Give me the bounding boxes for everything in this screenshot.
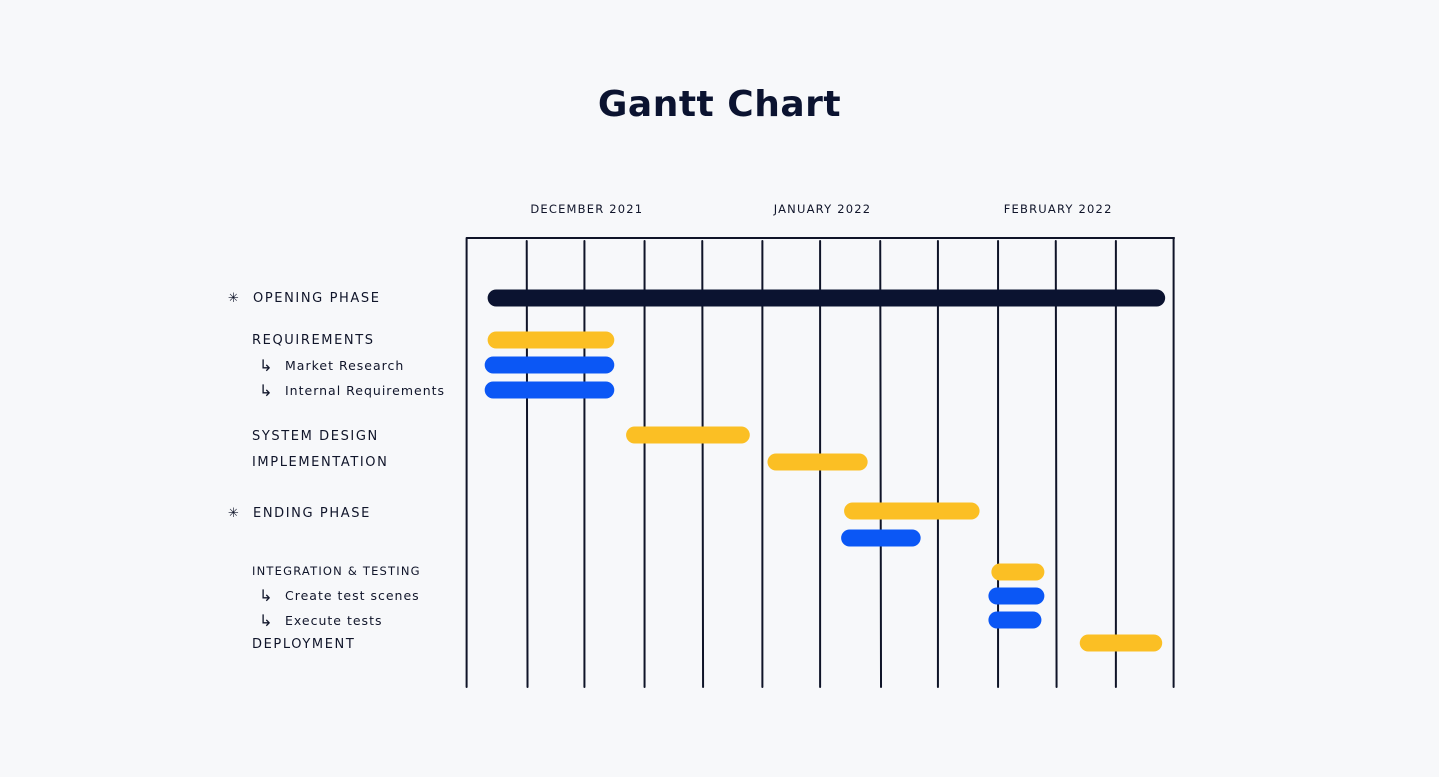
subtask-bar [988, 587, 1045, 605]
arrow-icon: ↳ [259, 356, 273, 375]
subtask-bar [988, 611, 1042, 629]
task-bar [626, 426, 750, 444]
grid-line [701, 240, 705, 688]
subtask-label-create-test-scenes: Create test scenes [285, 588, 420, 603]
phase-bar [487, 289, 1166, 307]
month-label-february-2022: FEBRUARY 2022 [1004, 202, 1113, 216]
grid-line [1054, 240, 1058, 688]
subtask-bar [484, 356, 615, 374]
subtask-label-market-research: Market Research [285, 358, 404, 373]
arrow-icon: ↳ [259, 586, 273, 605]
grid-line [879, 240, 883, 688]
task-label-implementation: IMPLEMENTATION [252, 455, 388, 470]
task-bar [487, 331, 615, 349]
grid-line [525, 240, 529, 688]
subtask-bar [841, 529, 921, 547]
task-label-system-design: SYSTEM DESIGN [252, 429, 379, 444]
arrow-icon: ↳ [259, 381, 273, 400]
page-title: Gantt Chart [597, 84, 842, 125]
task-bar [991, 563, 1045, 581]
task-bar [767, 453, 868, 471]
phase-label-ending-phase: ENDING PHASE [253, 506, 371, 521]
task-label-integration-testing: INTEGRATION & TESTING [252, 564, 421, 578]
asterisk-icon: ✳ [228, 506, 241, 521]
task-label-deployment: DEPLOYMENT [252, 637, 355, 652]
task-bar [844, 502, 980, 520]
month-label-december-2021: DECEMBER 2021 [530, 202, 643, 216]
phase-label-opening-phase: OPENING PHASE [253, 291, 381, 306]
subtask-bar [484, 381, 615, 399]
month-label-january-2022: JANUARY 2022 [773, 202, 872, 216]
task-labels: ✳ OPENING PHASE REQUIREMENTS ↳ Market Resear… [228, 291, 445, 652]
task-bar [1079, 634, 1163, 652]
month-labels: DECEMBER 2021 JANUARY 2022 FEBRUARY 2022 [530, 202, 1113, 216]
asterisk-icon: ✳ [228, 291, 241, 306]
task-label-requirements: REQUIREMENTS [252, 333, 375, 348]
subtask-label-internal-requirements: Internal Requirements [285, 383, 445, 398]
arrow-icon: ↳ [259, 611, 273, 630]
task-bars [484, 289, 1166, 652]
subtask-label-execute-tests: Execute tests [285, 613, 382, 628]
